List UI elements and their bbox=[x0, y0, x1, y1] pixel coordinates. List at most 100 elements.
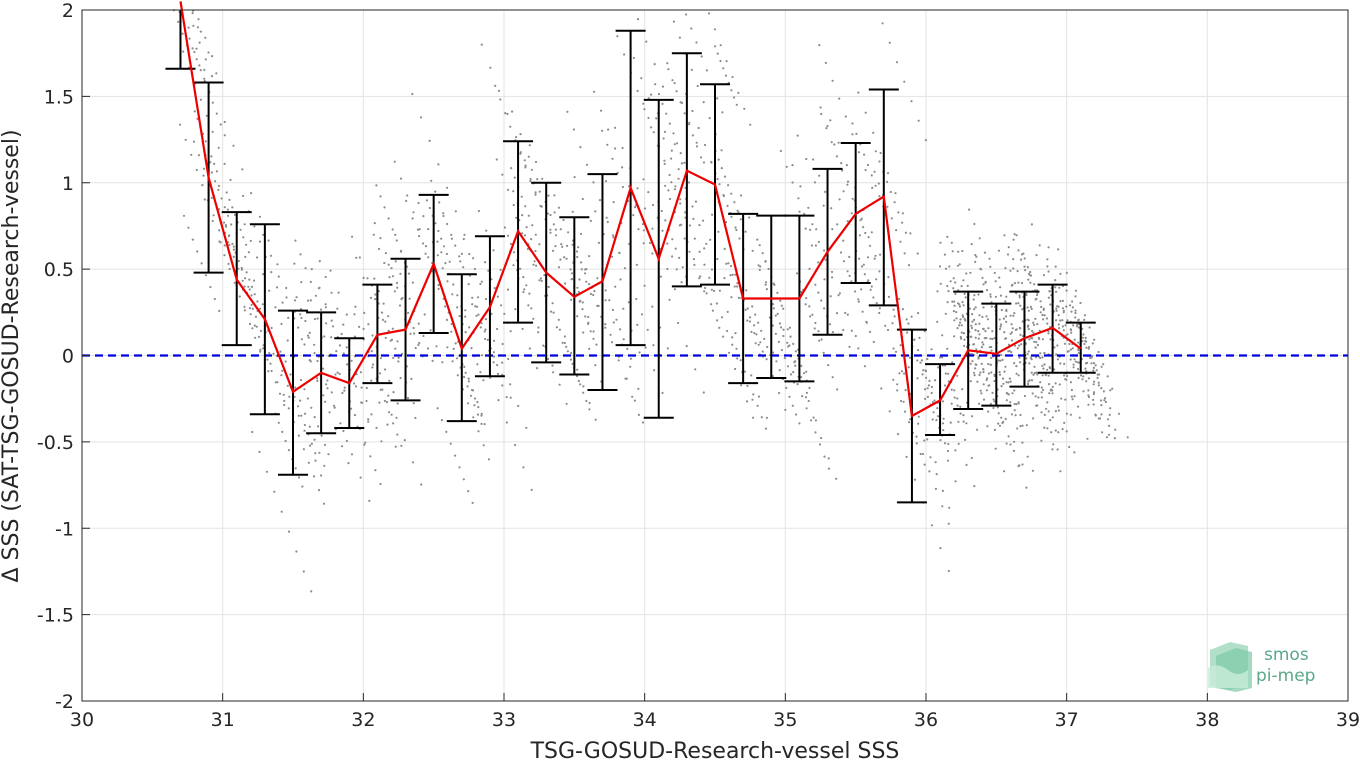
scatter-point bbox=[944, 312, 947, 315]
scatter-point bbox=[417, 322, 420, 325]
scatter-point bbox=[817, 330, 820, 333]
scatter-point bbox=[424, 252, 427, 255]
scatter-point bbox=[1023, 265, 1026, 268]
scatter-point bbox=[958, 263, 961, 266]
scatter-point bbox=[385, 401, 389, 404]
scatter-point bbox=[924, 370, 928, 373]
scatter-point bbox=[223, 206, 226, 209]
scatter-point bbox=[243, 285, 246, 288]
scatter-point bbox=[509, 125, 512, 128]
scatter-point bbox=[636, 323, 639, 326]
scatter-point bbox=[691, 205, 694, 208]
scatter-point bbox=[1056, 448, 1059, 451]
scatter-point bbox=[1057, 314, 1060, 317]
scatter-point bbox=[320, 474, 323, 477]
scatter-point bbox=[941, 422, 945, 425]
scatter-point bbox=[322, 394, 325, 397]
scatter-point bbox=[698, 277, 701, 280]
scatter-point bbox=[198, 41, 201, 44]
scatter-point bbox=[851, 122, 854, 125]
scatter-point bbox=[1018, 356, 1021, 359]
scatter-point bbox=[353, 414, 357, 417]
scatter-point bbox=[973, 222, 976, 226]
scatter-point bbox=[530, 168, 533, 171]
scatter-point bbox=[986, 318, 990, 321]
scatter-point bbox=[1092, 366, 1095, 369]
scatter-point bbox=[226, 214, 230, 217]
scatter-point bbox=[362, 276, 365, 279]
scatter-point bbox=[872, 340, 875, 344]
scatter-point bbox=[696, 84, 699, 88]
scatter-point bbox=[960, 331, 963, 334]
scatter-point bbox=[726, 329, 729, 333]
scatter-point bbox=[567, 231, 570, 234]
scatter-point bbox=[441, 361, 444, 364]
scatter-point bbox=[786, 365, 790, 368]
scatter-point bbox=[1035, 371, 1038, 374]
scatter-point bbox=[1057, 431, 1060, 434]
scatter-point bbox=[746, 384, 749, 387]
scatter-point bbox=[999, 359, 1002, 362]
scatter-point bbox=[387, 394, 390, 397]
scatter-point bbox=[992, 406, 995, 410]
scatter-point bbox=[1073, 358, 1076, 361]
scatter-point bbox=[1028, 338, 1031, 341]
scatter-point bbox=[830, 207, 833, 210]
scatter-point bbox=[370, 350, 373, 353]
scatter-point bbox=[1028, 362, 1031, 365]
scatter-point bbox=[326, 387, 329, 390]
scatter-point bbox=[462, 237, 465, 241]
scatter-point bbox=[962, 420, 965, 423]
scatter-point bbox=[951, 300, 954, 303]
scatter-point bbox=[1034, 395, 1037, 398]
scatter-point bbox=[1050, 431, 1053, 434]
scatter-point bbox=[522, 276, 525, 279]
scatter-point bbox=[960, 324, 963, 327]
scatter-point bbox=[1082, 375, 1085, 378]
scatter-point bbox=[284, 439, 287, 443]
scatter-point bbox=[577, 246, 580, 249]
scatter-point bbox=[522, 290, 525, 294]
scatter-point bbox=[219, 241, 222, 244]
scatter-point bbox=[222, 221, 226, 224]
scatter-point bbox=[594, 210, 597, 213]
scatter-point bbox=[815, 228, 818, 231]
scatter-point bbox=[745, 289, 748, 292]
scatter-point bbox=[733, 96, 736, 99]
scatter-point bbox=[868, 244, 872, 247]
scatter-point bbox=[921, 452, 925, 456]
scatter-point bbox=[572, 128, 576, 131]
scatter-point bbox=[1046, 368, 1049, 371]
scatter-point bbox=[942, 429, 945, 432]
scatter-point bbox=[874, 184, 877, 187]
scatter-point bbox=[1106, 375, 1109, 378]
scatter-point bbox=[319, 308, 323, 311]
scatter-point bbox=[822, 351, 825, 354]
scatter-point bbox=[743, 107, 746, 110]
scatter-point bbox=[1013, 402, 1016, 406]
scatter-point bbox=[998, 276, 1001, 279]
scatter-point bbox=[848, 274, 851, 277]
scatter-point bbox=[952, 277, 955, 280]
scatter-point bbox=[727, 184, 730, 187]
scatter-point bbox=[611, 308, 615, 311]
scatter-point bbox=[1019, 327, 1022, 330]
x-tick-label: 30 bbox=[70, 709, 94, 731]
scatter-point bbox=[278, 392, 282, 395]
scatter-point bbox=[1005, 442, 1008, 445]
scatter-point bbox=[515, 136, 518, 139]
scatter-point bbox=[831, 276, 834, 279]
scatter-point bbox=[512, 203, 515, 207]
scatter-point bbox=[645, 40, 648, 43]
scatter-point bbox=[990, 356, 993, 359]
scatter-point bbox=[664, 219, 667, 222]
scatter-point bbox=[1012, 258, 1015, 261]
scatter-point bbox=[901, 221, 904, 224]
scatter-point bbox=[1048, 383, 1051, 386]
scatter-point bbox=[412, 326, 415, 330]
scatter-point bbox=[579, 232, 583, 235]
scatter-point bbox=[930, 348, 933, 351]
scatter-point bbox=[379, 372, 382, 375]
scatter-point bbox=[342, 429, 345, 433]
scatter-point bbox=[956, 264, 960, 267]
